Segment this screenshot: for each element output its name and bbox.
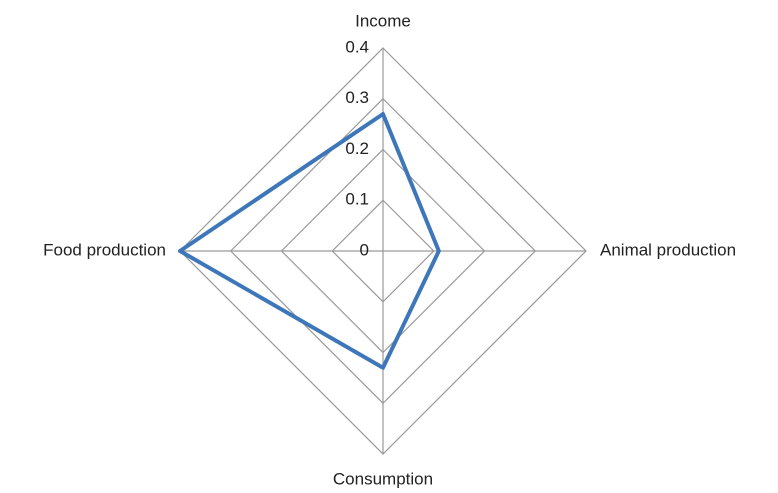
tick-label: 0.3 — [345, 88, 369, 107]
series-line — [178, 111, 441, 370]
tick-label: 0 — [360, 240, 369, 259]
tick-label: 0.4 — [345, 37, 369, 56]
category-label: Animal production — [600, 240, 736, 259]
tick-label: 0.1 — [345, 190, 369, 209]
category-label: Income — [355, 11, 411, 30]
tick-label: 0.2 — [345, 139, 369, 158]
category-label: Food production — [43, 240, 166, 259]
category-label: Consumption — [333, 469, 433, 488]
